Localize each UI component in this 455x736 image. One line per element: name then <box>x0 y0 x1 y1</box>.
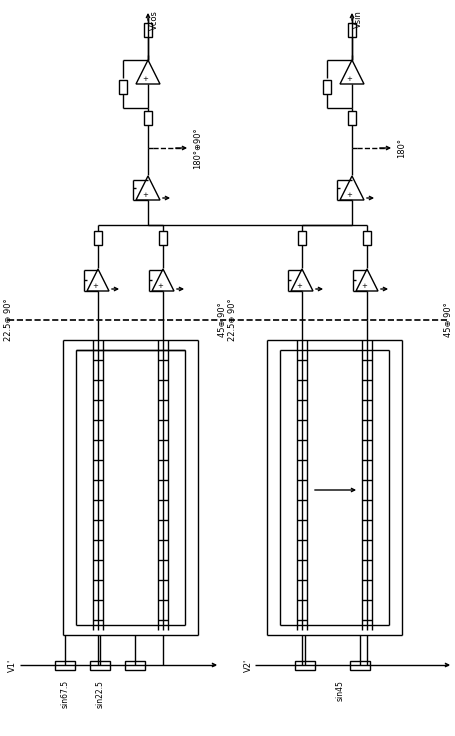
Text: 22.5⊕ 90°: 22.5⊕ 90° <box>4 299 13 342</box>
Text: +: + <box>295 283 301 289</box>
Text: +: + <box>157 283 162 289</box>
Bar <box>119 80 127 94</box>
Bar <box>347 111 355 125</box>
Text: +: + <box>142 76 147 82</box>
Text: V2': V2' <box>243 659 252 672</box>
Text: 180°⊕90°: 180°⊕90° <box>192 127 202 169</box>
Bar <box>294 660 314 670</box>
Text: sin22.5: sin22.5 <box>95 680 104 708</box>
Text: 45⊕ 90°: 45⊕ 90° <box>443 302 452 337</box>
Bar <box>347 23 355 37</box>
Text: +: + <box>92 283 98 289</box>
Bar <box>349 660 369 670</box>
Text: 22.5⊕ 90°: 22.5⊕ 90° <box>228 299 237 342</box>
Text: Vsin: Vsin <box>353 10 362 28</box>
Bar <box>90 660 110 670</box>
Bar <box>55 660 75 670</box>
Text: sin67.5: sin67.5 <box>61 680 69 708</box>
Bar <box>94 231 102 245</box>
Bar <box>125 660 145 670</box>
Text: Vcos: Vcos <box>150 10 159 30</box>
Text: V1': V1' <box>7 659 16 672</box>
Bar <box>322 80 330 94</box>
Bar <box>144 111 152 125</box>
Text: +: + <box>142 192 147 198</box>
Bar <box>298 231 305 245</box>
Bar <box>362 231 370 245</box>
Text: +: + <box>345 192 351 198</box>
Text: 45⊕ 90°: 45⊕ 90° <box>217 302 227 337</box>
Text: +: + <box>360 283 366 289</box>
Bar <box>144 23 152 37</box>
Text: sin45: sin45 <box>335 680 344 701</box>
Bar <box>159 231 167 245</box>
Text: +: + <box>345 76 351 82</box>
Text: 180°: 180° <box>396 138 405 158</box>
